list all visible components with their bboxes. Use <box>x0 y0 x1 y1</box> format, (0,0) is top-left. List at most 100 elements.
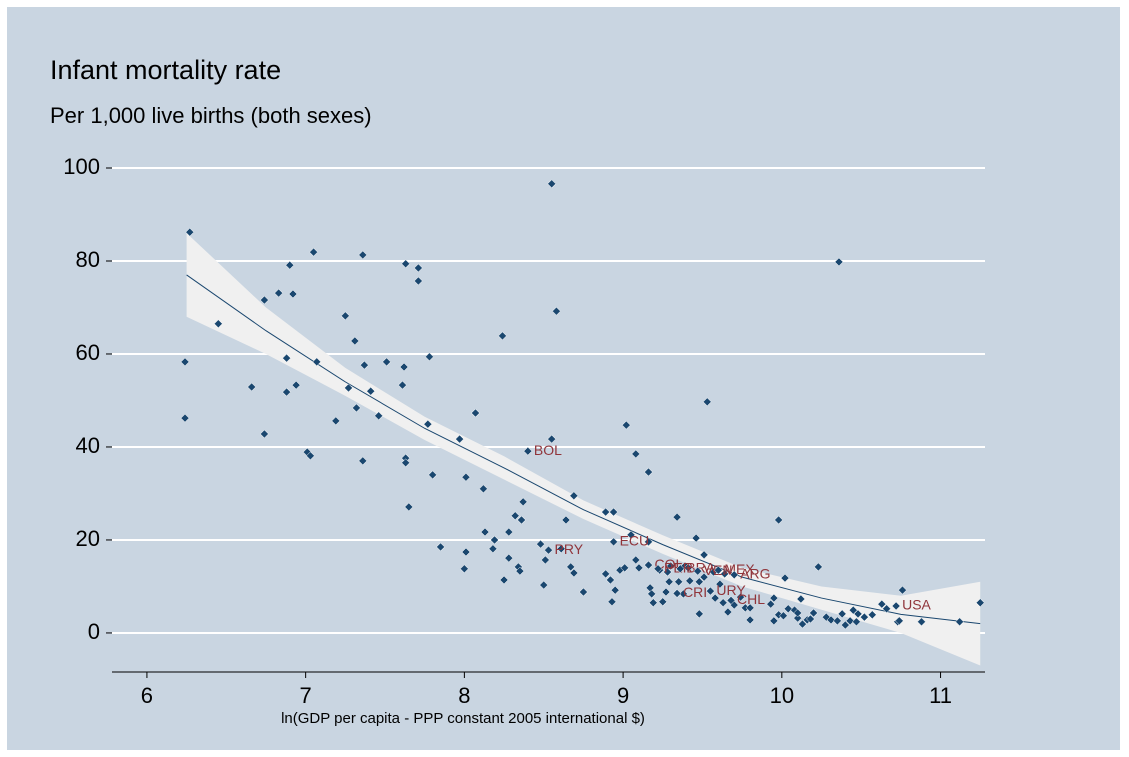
data-point <box>360 360 369 370</box>
data-point <box>685 576 695 586</box>
data-point <box>647 589 657 599</box>
data-point <box>867 610 877 620</box>
point-label: CHL <box>737 591 765 607</box>
data-point <box>736 592 745 602</box>
data-point <box>710 593 720 603</box>
data-point <box>648 598 658 608</box>
data-point <box>455 434 464 444</box>
data-point <box>798 619 807 629</box>
data-point <box>601 507 610 517</box>
y-tick-label: 0 <box>88 619 100 644</box>
point-label: ARG <box>740 566 770 582</box>
data-point <box>607 597 617 607</box>
data-point <box>882 604 891 614</box>
point-label: BOL <box>534 442 562 458</box>
data-point <box>518 497 528 507</box>
data-point <box>606 575 615 585</box>
data-point <box>556 544 566 554</box>
data-point <box>569 491 579 501</box>
data-point <box>213 319 223 329</box>
data-point <box>631 555 641 565</box>
data-point <box>674 577 684 587</box>
point-label: CRI <box>683 584 707 600</box>
data-point <box>702 397 712 407</box>
labeled-point <box>544 545 553 555</box>
data-point <box>274 288 284 298</box>
labeled-point <box>891 601 901 611</box>
data-point <box>399 362 409 372</box>
x-tick-label: 9 <box>617 683 629 708</box>
data-point <box>312 357 322 367</box>
data-point <box>185 227 195 237</box>
labeled-point <box>729 570 739 580</box>
data-point <box>644 537 653 547</box>
data-point <box>461 472 471 482</box>
data-point <box>621 420 631 430</box>
y-tick-label: 20 <box>76 526 100 551</box>
data-point <box>833 616 842 626</box>
data-point <box>504 553 514 563</box>
data-point <box>796 594 806 604</box>
data-point <box>860 612 869 622</box>
data-point <box>366 386 376 396</box>
labeled-point <box>609 537 618 547</box>
data-point <box>498 331 507 341</box>
data-point <box>404 502 414 512</box>
data-point <box>340 311 350 321</box>
data-point <box>848 605 858 615</box>
point-label: ECU <box>620 533 650 549</box>
data-point <box>620 563 630 573</box>
data-point <box>634 563 644 573</box>
data-point <box>569 568 579 578</box>
labeled-point <box>726 596 736 605</box>
chart-subtitle: Per 1,000 live births (both sexes) <box>50 103 372 128</box>
point-label: URY <box>716 582 746 598</box>
data-point <box>837 609 847 619</box>
data-point <box>515 566 525 576</box>
data-point <box>344 383 353 393</box>
data-point <box>180 413 190 423</box>
data-point <box>745 603 755 613</box>
data-point <box>806 614 815 624</box>
data-point <box>539 580 549 590</box>
data-point <box>352 403 361 413</box>
labeled-point <box>523 446 533 456</box>
y-tick-label: 80 <box>76 247 100 272</box>
data-point <box>826 615 836 625</box>
data-point <box>428 470 437 480</box>
data-point <box>783 604 793 614</box>
data-point <box>853 609 863 619</box>
data-point <box>664 577 674 587</box>
data-point <box>425 352 434 362</box>
data-point <box>683 563 693 573</box>
data-point <box>840 620 850 630</box>
x-tick-label: 8 <box>458 683 470 708</box>
data-point <box>834 257 844 267</box>
labeled-point <box>672 589 682 598</box>
data-point <box>547 179 557 189</box>
data-point <box>180 357 190 367</box>
data-point <box>479 484 488 494</box>
x-tick-label: 11 <box>929 683 952 708</box>
data-point <box>260 295 269 305</box>
labeled-point <box>653 564 663 574</box>
data-point <box>288 289 298 299</box>
data-point <box>644 467 653 477</box>
data-point <box>306 451 315 461</box>
data-point <box>626 530 636 540</box>
chart-title: Infant mortality rate <box>50 55 281 85</box>
data-point <box>401 259 410 269</box>
data-point <box>679 589 688 599</box>
labeled-point <box>706 586 715 596</box>
data-point <box>898 585 907 595</box>
data-point <box>374 411 384 421</box>
data-point <box>436 542 445 552</box>
data-point <box>309 247 318 257</box>
data-point <box>536 539 545 549</box>
data-point <box>413 276 423 286</box>
data-point <box>769 616 779 626</box>
data-point <box>852 617 861 627</box>
data-point <box>658 597 668 607</box>
labeled-point <box>693 566 703 576</box>
data-point <box>488 544 498 554</box>
